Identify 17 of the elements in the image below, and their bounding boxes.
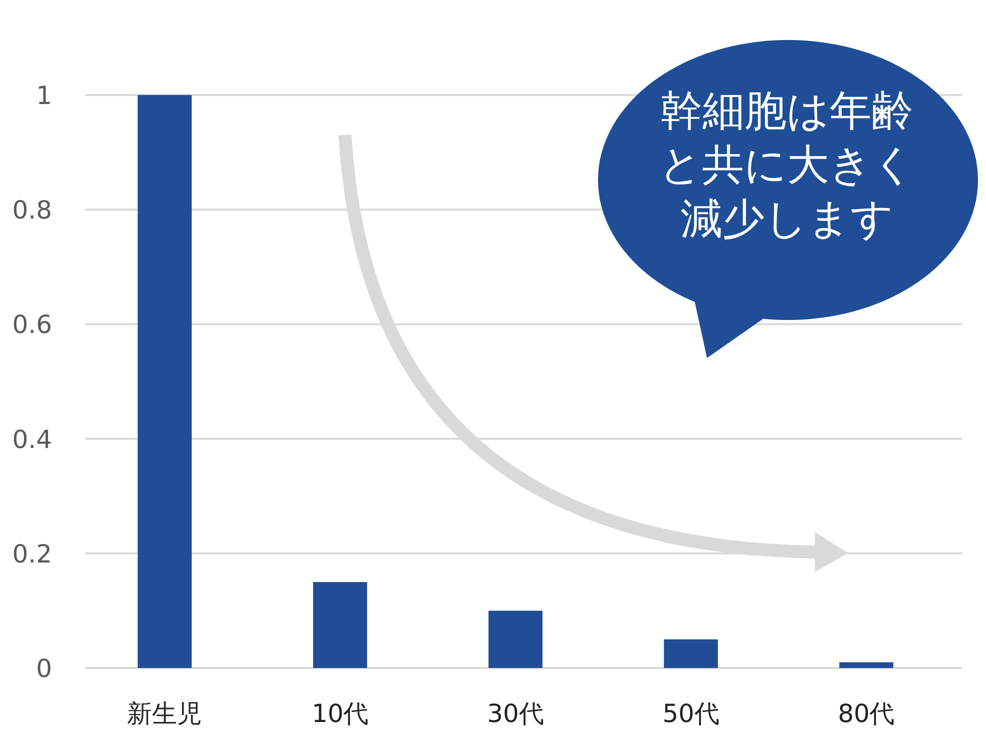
x-tick-label: 80代: [838, 699, 895, 728]
x-tick-label: 50代: [662, 699, 720, 728]
bar: [664, 639, 718, 668]
y-tick-label: 0.2: [12, 539, 52, 568]
y-tick-label: 0.4: [12, 424, 52, 454]
x-tick-label: 30代: [487, 699, 544, 728]
y-tick-label: 1: [36, 81, 52, 110]
y-tick-label: 0.8: [12, 196, 52, 225]
bar: [313, 582, 368, 668]
x-tick-label: 新生児: [127, 699, 202, 728]
bar: [839, 662, 894, 668]
bar: [488, 610, 542, 668]
bar: [138, 95, 192, 668]
y-tick-label: 0.6: [12, 310, 52, 340]
annotation: 幹細胞は年齢と共に大きく減少します: [658, 85, 916, 245]
y-tick-label: 0: [36, 654, 52, 683]
x-tick-label: 10代: [312, 699, 369, 728]
